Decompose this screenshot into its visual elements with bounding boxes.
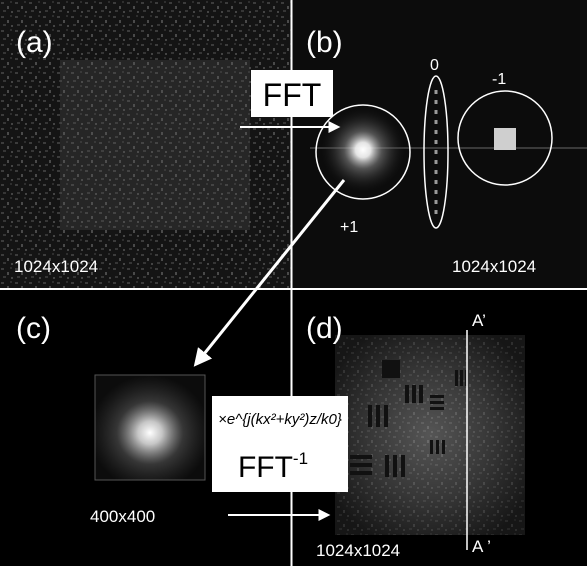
order-plus-one-label: +1 xyxy=(340,219,358,236)
line-bottom-label: A ’ xyxy=(472,537,491,556)
panel-c-label: (c) xyxy=(16,312,51,345)
fft-label: FFT xyxy=(263,77,322,113)
fft-box: FFT xyxy=(251,70,333,117)
inverse-fft-superscript: -1 xyxy=(293,449,308,468)
inverse-fft-box: ×e^{j(kx²+ky²)z/k0} FFT-1 xyxy=(212,396,348,492)
panel-d-size: 1024x1024 xyxy=(316,541,400,560)
panel-a: (a) 1024x1024 xyxy=(0,0,291,288)
panel-b: (b) 0 -1 +1 1024x1024 xyxy=(292,0,587,288)
panel-a-glow xyxy=(60,60,250,230)
cropped-spectrum xyxy=(95,375,205,480)
line-top-label: A’ xyxy=(472,311,486,330)
panel-b-label: (b) xyxy=(306,26,343,59)
panel-d-label: (d) xyxy=(306,312,343,345)
order-zero-label: 0 xyxy=(430,57,439,74)
panel-a-size: 1024x1024 xyxy=(14,257,98,276)
panel-c-size: 400x400 xyxy=(90,507,155,526)
order-minus-one-label: -1 xyxy=(492,71,506,88)
plus-one-order-spot xyxy=(321,108,405,192)
panel-a-label: (a) xyxy=(16,26,53,59)
minus-one-order-spot xyxy=(494,128,516,150)
reconstruction-speckle xyxy=(335,335,525,535)
propagator-label: ×e^{j(kx²+ky²)z/k0} xyxy=(218,411,342,428)
target-square xyxy=(382,360,400,378)
panel-b-size: 1024x1024 xyxy=(452,257,536,276)
inverse-fft-text: FFT xyxy=(238,451,293,484)
